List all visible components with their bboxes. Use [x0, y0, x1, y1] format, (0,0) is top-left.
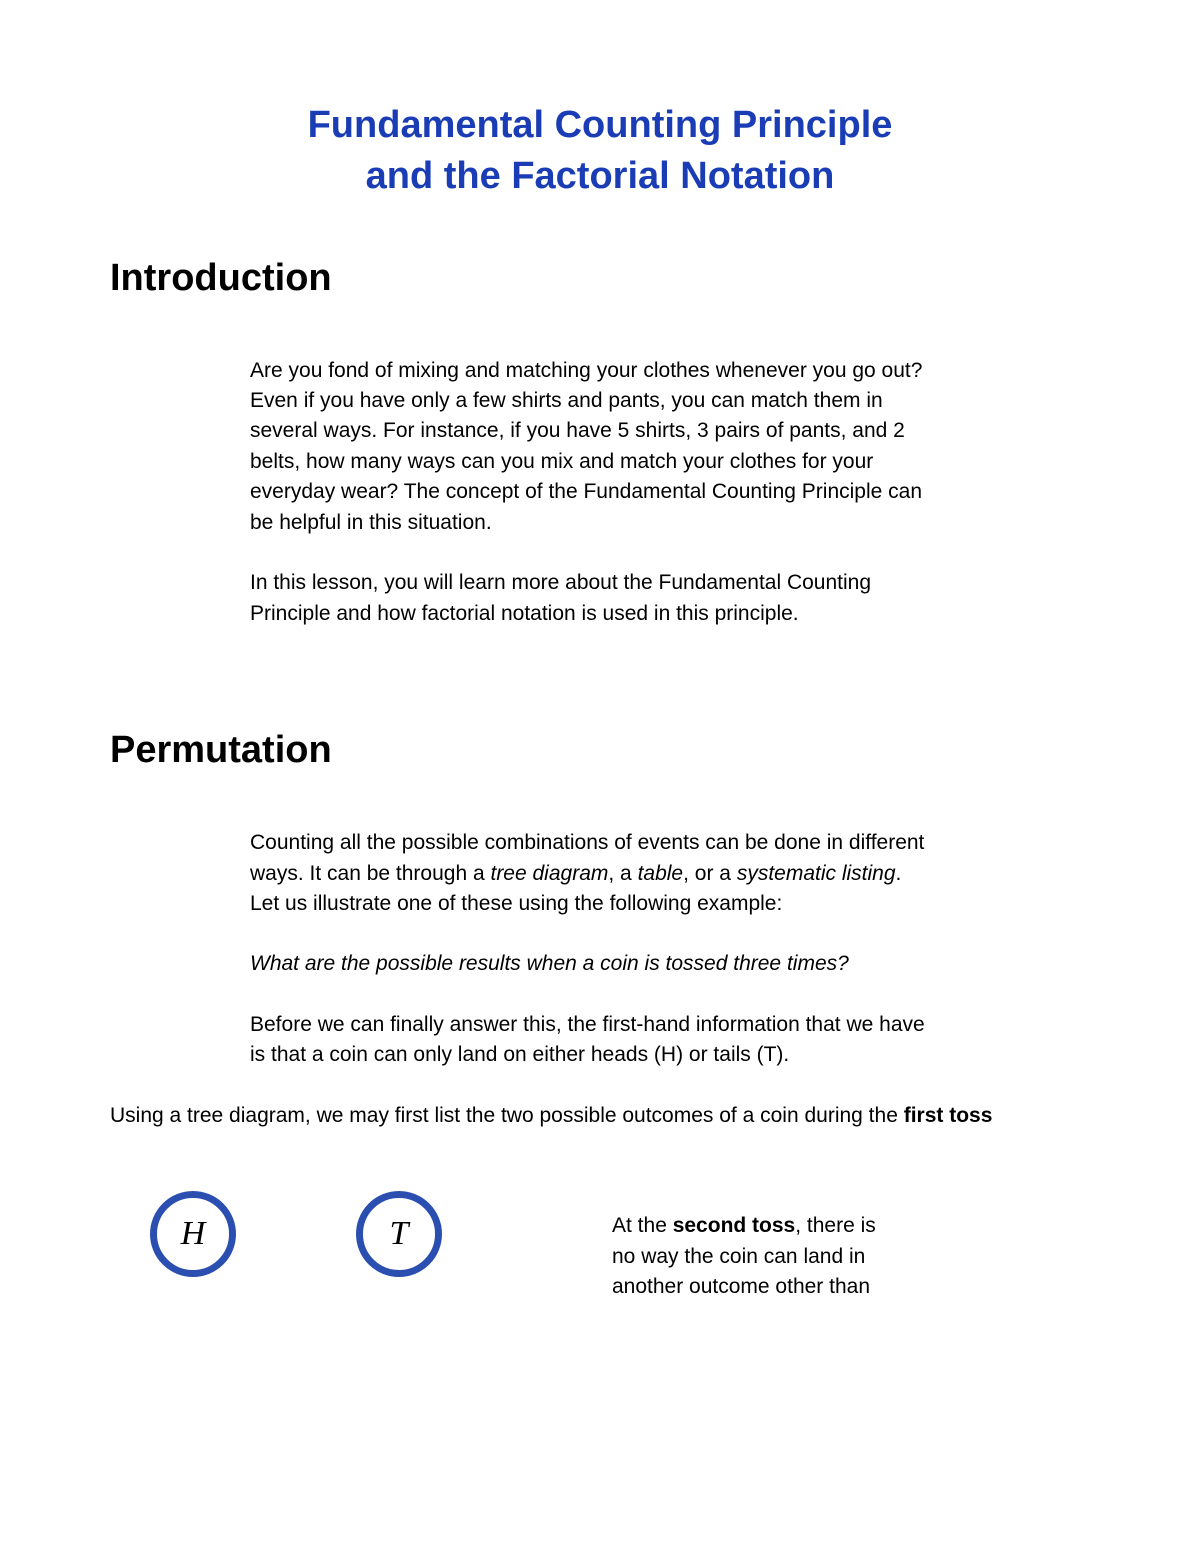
- permutation-heading: Permutation: [110, 729, 1090, 772]
- perm-p1-tree-diagram: tree diagram: [490, 862, 608, 885]
- perm-p1-mid2: , or a: [683, 862, 737, 885]
- second-toss-text: At the second toss, there is no way the …: [612, 1191, 892, 1302]
- perm-p1-mid1: , a: [608, 862, 637, 885]
- permutation-body: Counting all the possible combinations o…: [250, 828, 930, 1071]
- permutation-paragraph-1: Counting all the possible combinations o…: [250, 828, 930, 919]
- coin-diagram-row: H T At the second toss, there is no way …: [110, 1191, 1090, 1302]
- tree-diagram-intro: Using a tree diagram, we may first list …: [110, 1101, 1090, 1131]
- page-title: Fundamental Counting Principle and the F…: [300, 100, 900, 203]
- intro-paragraph-2: In this lesson, you will learn more abou…: [250, 568, 930, 629]
- second-toss-bold: second toss: [673, 1214, 796, 1237]
- intro-paragraph-1: Are you fond of mixing and matching your…: [250, 356, 930, 539]
- introduction-body: Are you fond of mixing and matching your…: [250, 356, 930, 630]
- coin-tails-node: T: [356, 1191, 442, 1277]
- permutation-question: What are the possible results when a coi…: [250, 949, 930, 979]
- document-page: Fundamental Counting Principle and the F…: [0, 0, 1200, 1553]
- permutation-paragraph-3: Before we can finally answer this, the f…: [250, 1010, 930, 1071]
- coin-nodes: H T: [150, 1191, 442, 1277]
- perm-p1-table: table: [638, 862, 684, 885]
- coin-heads-letter: H: [181, 1215, 206, 1253]
- introduction-heading: Introduction: [110, 257, 1090, 300]
- tree-intro-pre: Using a tree diagram, we may first list …: [110, 1104, 904, 1127]
- second-toss-pre: At the: [612, 1214, 673, 1237]
- coin-tails-letter: T: [390, 1215, 409, 1253]
- first-toss-label: first toss: [904, 1104, 993, 1127]
- coin-heads-node: H: [150, 1191, 236, 1277]
- perm-p1-systematic-listing: systematic listing: [737, 862, 896, 885]
